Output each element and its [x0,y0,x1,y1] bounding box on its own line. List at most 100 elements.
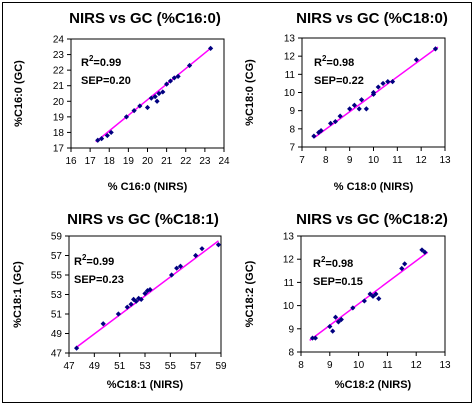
x-tick-label: 9 [327,360,333,371]
x-tick-label: 55 [165,361,177,372]
x-tick-label: 23 [199,156,211,167]
y-tick-label: 11 [285,70,296,81]
data-point [175,73,181,79]
x-tick-label: 10 [368,155,380,166]
y-tick-label: 20 [53,97,65,108]
y-tick-label: 13 [283,232,295,243]
data-point [171,75,177,81]
data-point [169,272,175,278]
chart-title: NIRS vs GC (%C18:0) [296,10,448,27]
x-tick-label: 16 [65,156,77,167]
y-tick-label: 8 [288,348,294,359]
data-point [385,79,391,85]
y-tick-label: 24 [53,35,65,46]
x-tick-label: 13 [439,155,451,166]
data-point [373,291,379,297]
data-point [95,137,101,143]
data-point [361,298,367,304]
data-point [108,129,114,136]
y-tick-label: 8 [289,124,295,135]
data-point [164,81,170,87]
data-point [351,102,358,108]
chart-panel-1: NIRS vs GC (%C16:0)16 17 18 19 20 21 22 23 24171… [13,10,230,193]
x-tick-label: 11 [392,155,403,166]
y-tick-label: 12 [284,52,296,63]
data-point [154,98,160,104]
y-tick-label: 22 [53,66,65,77]
data-point [370,293,376,299]
y-tick-label: 47 [51,349,63,360]
data-point [402,261,408,267]
y-tick-label: 12 [283,255,295,266]
y-tick-label: 17 [53,144,65,155]
data-point [128,301,134,307]
data-point [115,311,121,317]
chart-title: NIRS vs GC (%C18:1) [67,211,219,228]
data-point [156,90,162,97]
data-point [389,79,396,85]
data-point [152,94,158,100]
data-point [350,305,356,311]
r2-annotation: R2=0.99 [81,54,121,69]
data-point [167,78,174,84]
regression-line [74,240,219,349]
y-tick-label: 21 [53,81,65,92]
data-point [309,335,316,341]
data-point [104,132,110,139]
x-tick-label: 8 [323,155,329,166]
x-tick-label: 10 [353,360,365,371]
data-point [338,316,344,323]
x-axis-label: % C16:0 (NIRS) [108,181,188,193]
data-point [330,328,336,334]
data-point [99,136,105,142]
y-tick-label: 9 [288,324,294,335]
x-tick-label: 51 [114,361,126,372]
sep-annotation: SEP=0.23 [74,274,124,286]
y-axis-label: %C18:2 (GC) [244,260,256,327]
data-point [144,104,151,111]
x-tick-label: 12 [416,155,428,166]
r2-annotation: R2=0.98 [314,54,354,69]
x-tick-label: 57 [190,361,202,372]
x-tick-label: 53 [139,361,151,372]
y-tick-label: 53 [51,290,63,301]
data-point [332,314,339,320]
y-tick-label: 9 [289,106,295,117]
y-tick-label: 7 [289,143,295,154]
data-point [123,114,130,120]
data-point [399,265,405,272]
data-point [142,290,148,297]
data-point [124,304,130,310]
data-point [199,246,205,252]
x-tick-label: 9 [347,155,353,166]
y-axis-label: %C18:1 (GC) [12,261,24,328]
x-tick-label: 7 [299,155,305,166]
x-axis-label: % C18:0 (NIRS) [334,181,414,193]
data-point [147,287,153,293]
data-point [186,62,193,69]
y-tick-label: 51 [51,310,63,321]
chart-panel-4: NIRS vs GC (%C18:2) 8 9 10 11 12 13 8 9 10 11 12 13%… [244,211,451,391]
data-point [177,263,184,269]
sep-annotation: SEP=0.22 [314,75,364,87]
data-point [312,335,318,341]
chart-title: NIRS vs GC (%C18:2) [296,211,448,228]
data-point [422,249,428,255]
y-tick-label: 55 [51,271,63,282]
r2-annotation: R2=0.99 [74,253,114,268]
data-point [327,323,333,330]
data-point [328,120,334,126]
sep-annotation: SEP=0.15 [313,276,363,288]
x-tick-label: 49 [89,361,101,372]
x-tick-label: 21 [161,156,173,167]
data-point [375,84,381,90]
x-tick-label: 24 [218,156,230,167]
plot-area [300,235,446,353]
x-tick-label: 12 [411,360,423,371]
data-point [356,106,362,112]
y-axis-label: %C16:0 (GC) [13,60,25,127]
data-point [100,321,106,327]
data-point [370,89,377,96]
data-point [174,265,180,271]
